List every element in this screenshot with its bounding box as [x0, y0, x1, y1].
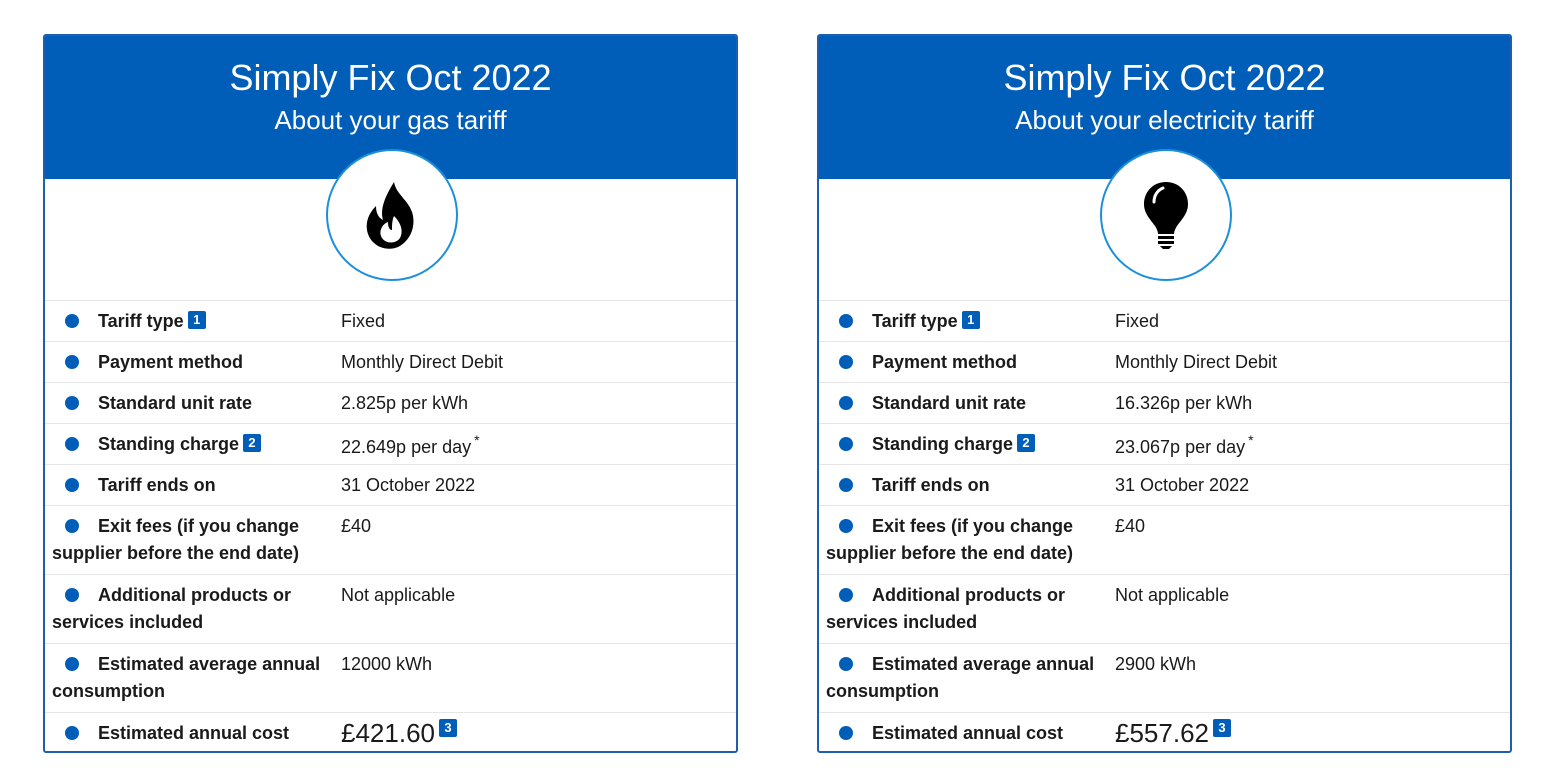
bullet-icon: [65, 726, 79, 740]
footnote-badge[interactable]: 1: [961, 310, 980, 329]
bullet-icon: [65, 395, 79, 410]
bullet-icon: [65, 313, 79, 328]
row-label: Estimated annual cost: [98, 723, 290, 743]
electricity-tariff-rows: Tariff type 1 Fixed Payment method Monthl…: [819, 300, 1510, 751]
table-row: Estimated annual cost £421.60 3: [45, 713, 736, 751]
electricity-icon-area: [819, 149, 1510, 300]
row-value: Not applicable: [341, 585, 456, 605]
gas-tariff-rows: Tariff type 1 Fixed Payment method Monthl…: [45, 300, 736, 751]
gas-tariff-card: Simply Fix Oct 2022 About your gas tarif…: [43, 34, 738, 753]
row-label: Tariff ends on: [872, 474, 990, 495]
bullet-icon: [65, 354, 79, 369]
bullet-icon: [839, 313, 853, 328]
footnote-badge[interactable]: 2: [243, 433, 262, 452]
table-row: Tariff ends on 31 October 2022: [819, 465, 1510, 506]
bullet-icon: [839, 657, 853, 671]
row-label: Exit fees (if you change supplier before…: [52, 516, 300, 563]
table-row: Tariff type 1 Fixed: [45, 301, 736, 342]
table-row: Tariff type 1 Fixed: [819, 301, 1510, 342]
row-value: 2900 kWh: [1115, 654, 1197, 674]
electricity-tariff-card: Simply Fix Oct 2022 About your electrici…: [817, 34, 1512, 753]
table-row: Standard unit rate 2.825p per kWh: [45, 383, 736, 424]
bullet-icon: [839, 436, 853, 451]
table-row: Tariff ends on 31 October 2022: [45, 465, 736, 506]
row-value: Not applicable: [1115, 585, 1230, 605]
gas-icon-area: [45, 149, 736, 300]
table-row: Additional products or services included…: [45, 575, 736, 644]
row-label: Standard unit rate: [872, 392, 1027, 413]
table-row: Payment method Monthly Direct Debit: [819, 342, 1510, 383]
row-label: Tariff type: [872, 310, 958, 331]
row-value: Fixed: [1115, 310, 1160, 331]
footnote-badge[interactable]: 2: [1017, 433, 1036, 452]
row-value: Monthly Direct Debit: [341, 351, 504, 372]
row-value: £40: [1115, 516, 1146, 536]
table-row: Payment method Monthly Direct Debit: [45, 342, 736, 383]
row-label: Payment method: [98, 351, 244, 372]
row-value: 23.067p per day: [1115, 437, 1246, 457]
bullet-icon: [65, 477, 79, 492]
bullet-icon: [65, 519, 79, 533]
row-value: 16.326p per kWh: [1115, 392, 1253, 413]
table-row: Estimated average annual consumption 120…: [45, 644, 736, 713]
row-value: 2.825p per kWh: [341, 392, 469, 413]
table-row: Estimated average annual consumption 290…: [819, 644, 1510, 713]
table-row: Exit fees (if you change supplier before…: [819, 506, 1510, 575]
bullet-icon: [839, 588, 853, 602]
flame-icon: [366, 182, 413, 249]
footnote-badge[interactable]: 1: [187, 310, 206, 329]
table-row: Standing charge 2 22.649p per day *: [45, 424, 736, 465]
table-row: Standing charge 2 23.067p per day *: [819, 424, 1510, 465]
row-label: Estimated average annual consumption: [52, 654, 321, 701]
row-label: Additional products or services included: [52, 585, 291, 632]
row-label: Standing charge: [872, 433, 1014, 454]
row-label: Estimated annual cost: [872, 723, 1064, 743]
electricity-card-subtitle: About your electricity tariff: [1015, 105, 1314, 135]
row-label: Standard unit rate: [98, 392, 253, 413]
row-value: Fixed: [341, 310, 386, 331]
asterisk-note: *: [474, 432, 480, 448]
gas-card-subtitle: About your gas tariff: [274, 105, 507, 135]
gas-card-title: Simply Fix Oct 2022: [229, 57, 552, 98]
row-label: Additional products or services included: [826, 585, 1065, 632]
bullet-icon: [839, 354, 853, 369]
electricity-card-header: Simply Fix Oct 2022 About your electrici…: [819, 36, 1510, 179]
row-label: Exit fees (if you change supplier before…: [826, 516, 1074, 563]
electricity-icon-circle: [1099, 149, 1232, 281]
row-label: Tariff type: [98, 310, 184, 331]
table-row: Standard unit rate 16.326p per kWh: [819, 383, 1510, 424]
row-value: 12000 kWh: [341, 654, 433, 674]
row-label: Estimated average annual consumption: [826, 654, 1095, 701]
row-value: 31 October 2022: [1115, 474, 1250, 495]
row-value: Monthly Direct Debit: [1115, 351, 1278, 372]
gas-icon-circle: [325, 149, 458, 281]
row-value: 31 October 2022: [341, 474, 476, 495]
row-label: Tariff ends on: [98, 474, 216, 495]
bullet-icon: [65, 436, 79, 451]
table-row: Additional products or services included…: [819, 575, 1510, 644]
electricity-card-title: Simply Fix Oct 2022: [1003, 57, 1326, 98]
table-row: Estimated annual cost £557.62 3: [819, 713, 1510, 751]
bullet-icon: [65, 588, 79, 602]
bullet-icon: [839, 726, 853, 740]
row-label: Standing charge: [98, 433, 240, 454]
lightbulb-icon: [1143, 182, 1188, 249]
annual-cost-value: £421.60: [341, 717, 435, 748]
annual-cost-value: £557.62: [1115, 717, 1209, 748]
row-value: 22.649p per day: [341, 437, 472, 457]
asterisk-note: *: [1248, 432, 1254, 448]
bullet-icon: [839, 477, 853, 492]
table-row: Exit fees (if you change supplier before…: [45, 506, 736, 575]
bullet-icon: [839, 519, 853, 533]
footnote-badge[interactable]: 3: [438, 718, 457, 737]
bullet-icon: [839, 395, 853, 410]
bullet-icon: [65, 657, 79, 671]
footnote-badge[interactable]: 3: [1212, 718, 1231, 737]
row-label: Payment method: [872, 351, 1018, 372]
row-value: £40: [341, 516, 372, 536]
